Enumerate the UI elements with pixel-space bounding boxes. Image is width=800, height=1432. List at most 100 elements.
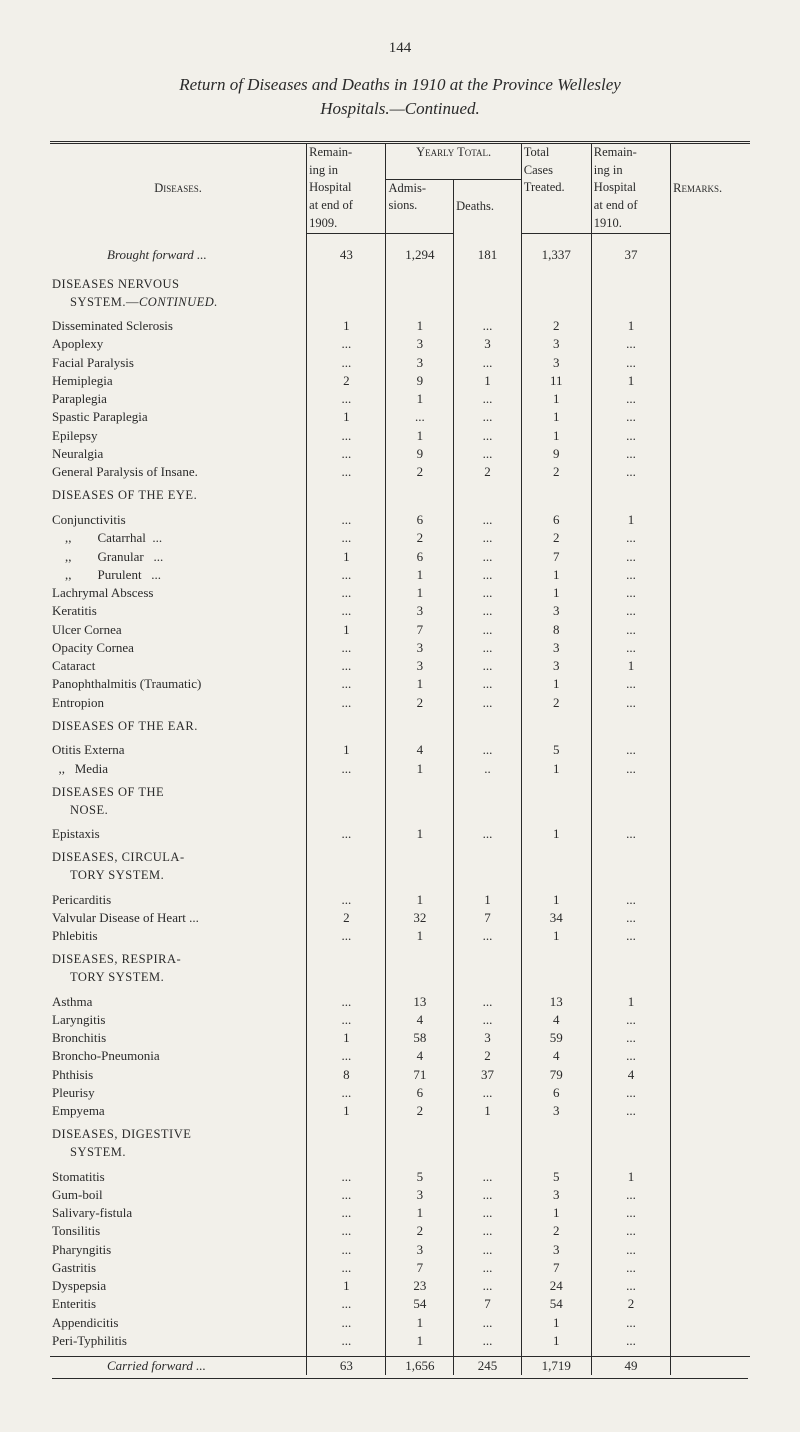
carried-tot: 1,719 (521, 1357, 591, 1376)
cell-remain09: 1 (307, 1277, 386, 1295)
cell-remain09: ... (307, 427, 386, 445)
cell-remain09: ... (307, 445, 386, 463)
cell-total: 3 (521, 639, 591, 657)
cell-total: 8 (521, 621, 591, 639)
cell-remarks (671, 993, 750, 1011)
cell-remain10: ... (591, 1029, 670, 1047)
cell-deaths: .. (454, 760, 522, 778)
cell-remarks (671, 621, 750, 639)
cell-deaths: 37 (454, 1066, 522, 1084)
cell-remain10: ... (591, 1314, 670, 1332)
cell-admissions: 58 (386, 1029, 454, 1047)
cell-deaths: ... (454, 390, 522, 408)
disease-name: Appendicitis (50, 1314, 307, 1332)
cell-deaths: ... (454, 1186, 522, 1204)
brought-r09: 43 (307, 246, 386, 264)
cell-admissions: 2 (386, 1102, 454, 1120)
cell-remain10: ... (591, 427, 670, 445)
cell-total: 3 (521, 335, 591, 353)
brought-adm: 1,294 (386, 246, 454, 264)
section-heading: DISEASES, CIRCULA- (50, 849, 307, 867)
cell-remain10: ... (591, 1102, 670, 1120)
cell-remain09: 2 (307, 909, 386, 927)
cell-total: 1 (521, 1204, 591, 1222)
cell-total: 1 (521, 427, 591, 445)
cell-remarks (671, 741, 750, 759)
cell-admissions: 3 (386, 1186, 454, 1204)
cell-deaths: ... (454, 927, 522, 945)
cell-remain09: ... (307, 1084, 386, 1102)
cell-remarks (671, 1222, 750, 1240)
cell-deaths: ... (454, 741, 522, 759)
cell-total: 13 (521, 993, 591, 1011)
cell-admissions: 1 (386, 675, 454, 693)
cell-remain09: 1 (307, 548, 386, 566)
cell-remarks (671, 927, 750, 945)
cell-total: 2 (521, 463, 591, 481)
cell-remain09: ... (307, 1204, 386, 1222)
cell-total: 6 (521, 511, 591, 529)
cell-total: 4 (521, 1047, 591, 1065)
cell-admissions: 4 (386, 1047, 454, 1065)
disease-name: Salivary-fistula (50, 1204, 307, 1222)
cell-deaths: ... (454, 1204, 522, 1222)
hdr-deaths: Deaths. (454, 179, 522, 233)
cell-remain10: ... (591, 760, 670, 778)
cell-total: 1 (521, 825, 591, 843)
cell-total: 24 (521, 1277, 591, 1295)
cell-deaths: ... (454, 445, 522, 463)
cell-admissions: 4 (386, 741, 454, 759)
cell-remarks (671, 1047, 750, 1065)
cell-total: 1 (521, 566, 591, 584)
cell-remarks (671, 760, 750, 778)
page-subtitle: Hospitals.—Continued. (50, 99, 750, 119)
cell-total: 1 (521, 760, 591, 778)
cell-remarks (671, 1102, 750, 1120)
cell-admissions: 3 (386, 639, 454, 657)
cell-remarks (671, 317, 750, 335)
cell-remarks (671, 584, 750, 602)
cell-remain10: ... (591, 335, 670, 353)
cell-remain09: 1 (307, 741, 386, 759)
cell-remain10: ... (591, 694, 670, 712)
cell-admissions: 9 (386, 445, 454, 463)
cell-remain10: ... (591, 602, 670, 620)
disease-name: Apoplexy (50, 335, 307, 353)
cell-remarks (671, 657, 750, 675)
cell-remarks (671, 390, 750, 408)
cell-deaths: ... (454, 1259, 522, 1277)
hdr-admissions: Admis- (386, 179, 454, 197)
cell-remain10: ... (591, 390, 670, 408)
hdr-remarks: Remarks. (671, 143, 750, 234)
hdr-remain10: Remain- (591, 143, 670, 162)
section-heading: DISEASES OF THE EYE. (50, 487, 307, 505)
cell-remarks (671, 675, 750, 693)
cell-deaths: ... (454, 1332, 522, 1350)
cell-admissions: 1 (386, 317, 454, 335)
cell-remarks (671, 566, 750, 584)
cell-remain09: 1 (307, 1102, 386, 1120)
cell-deaths: ... (454, 566, 522, 584)
cell-remain10: ... (591, 741, 670, 759)
cell-remarks (671, 372, 750, 390)
cell-total: 6 (521, 1084, 591, 1102)
cell-remain09: ... (307, 390, 386, 408)
cell-deaths: ... (454, 825, 522, 843)
disease-name: Epilepsy (50, 427, 307, 445)
disease-name: ,, Catarrhal ... (50, 529, 307, 547)
cell-remarks (671, 445, 750, 463)
disease-name: Pericarditis (50, 891, 307, 909)
disease-name: Paraplegia (50, 390, 307, 408)
disease-name: Spastic Paraplegia (50, 408, 307, 426)
cell-remain09: ... (307, 584, 386, 602)
cell-remarks (671, 529, 750, 547)
cell-remain09: ... (307, 891, 386, 909)
cell-total: 79 (521, 1066, 591, 1084)
cell-admissions: 7 (386, 1259, 454, 1277)
cell-remain10: 1 (591, 372, 670, 390)
cell-admissions: 13 (386, 993, 454, 1011)
disease-name: Empyema (50, 1102, 307, 1120)
cell-admissions: 2 (386, 1222, 454, 1240)
cell-total: 3 (521, 354, 591, 372)
cell-total: 7 (521, 548, 591, 566)
